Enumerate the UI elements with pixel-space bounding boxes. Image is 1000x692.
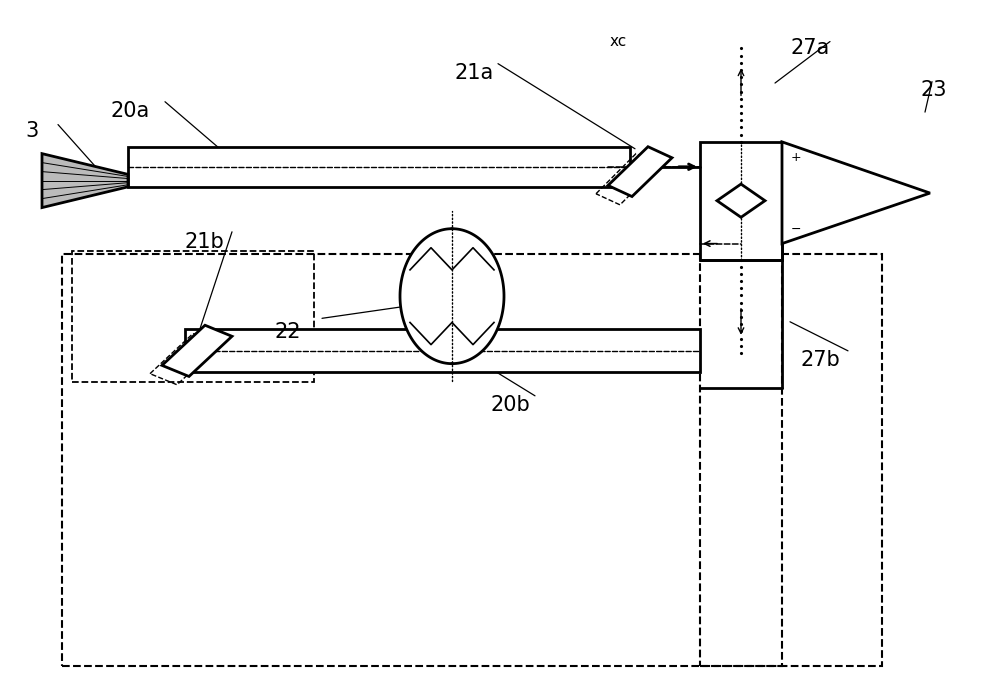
Bar: [700, 142, 782, 260]
Bar: [72, 251, 314, 382]
Text: 23: 23: [920, 80, 946, 100]
Text: 20b: 20b: [490, 395, 530, 415]
Text: 22: 22: [275, 322, 302, 342]
Polygon shape: [162, 325, 232, 376]
Text: 20a: 20a: [110, 101, 149, 120]
Bar: [185, 329, 700, 372]
Polygon shape: [782, 142, 930, 244]
Text: 27b: 27b: [800, 350, 840, 370]
Text: xc: xc: [610, 34, 627, 49]
Text: −: −: [791, 224, 801, 236]
Bar: [128, 147, 630, 187]
Polygon shape: [42, 154, 128, 208]
Polygon shape: [717, 184, 765, 217]
Polygon shape: [608, 147, 672, 197]
Bar: [700, 254, 782, 666]
Text: 21a: 21a: [455, 63, 494, 82]
Text: +: +: [791, 152, 801, 164]
Text: 3: 3: [25, 122, 38, 141]
Bar: [62, 254, 882, 666]
Text: 27a: 27a: [790, 39, 829, 58]
Text: 21b: 21b: [185, 233, 225, 252]
Polygon shape: [400, 228, 504, 364]
